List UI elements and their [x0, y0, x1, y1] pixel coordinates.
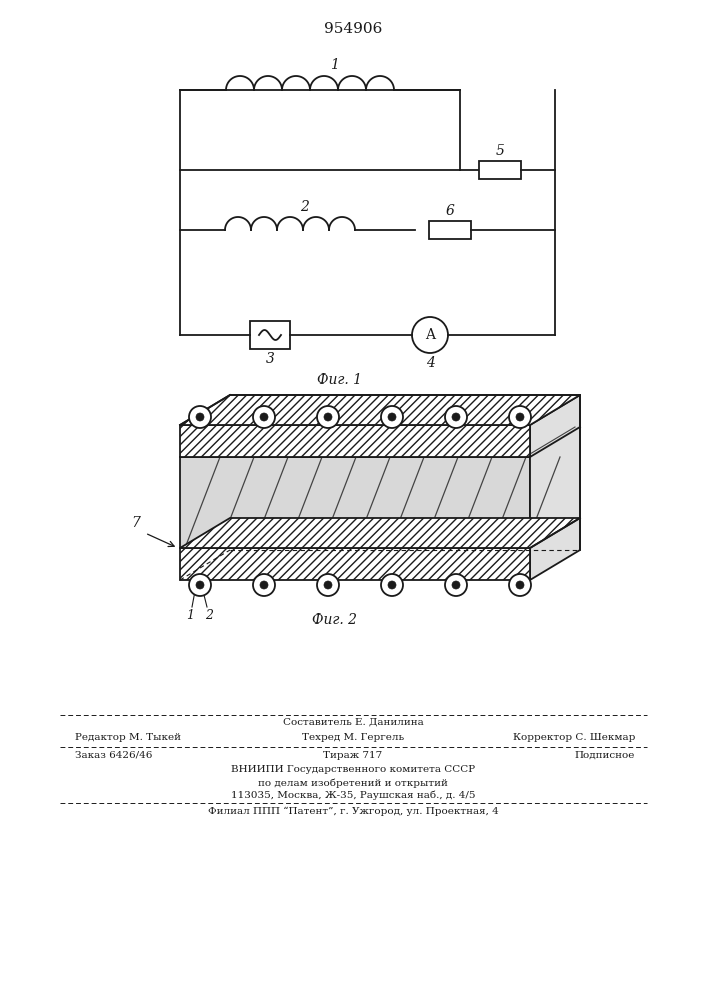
Polygon shape [530, 395, 580, 580]
Circle shape [253, 406, 275, 428]
Circle shape [509, 406, 531, 428]
Circle shape [260, 581, 268, 589]
Text: A: A [425, 328, 435, 342]
Text: 113035, Москва, Ж-35, Раушская наб., д. 4/5: 113035, Москва, Ж-35, Раушская наб., д. … [230, 791, 475, 800]
Text: 3: 3 [266, 352, 274, 366]
Circle shape [317, 406, 339, 428]
Circle shape [381, 574, 403, 596]
Circle shape [324, 581, 332, 589]
Text: Филиал ППП “Патент”, г. Ужгород, ул. Проектная, 4: Филиал ППП “Патент”, г. Ужгород, ул. Про… [208, 807, 498, 816]
Text: 954906: 954906 [324, 22, 382, 36]
Text: по делам изобретений и открытий: по делам изобретений и открытий [258, 778, 448, 788]
Polygon shape [180, 425, 530, 457]
Text: ВНИИПИ Государственного комитета СССР: ВНИИПИ Государственного комитета СССР [231, 765, 475, 774]
Polygon shape [180, 518, 580, 548]
Text: Редактор М. Тыкей: Редактор М. Тыкей [75, 733, 181, 742]
Circle shape [452, 581, 460, 589]
Circle shape [388, 581, 396, 589]
Text: Тираж 717: Тираж 717 [323, 751, 382, 760]
Text: Фиг. 2: Фиг. 2 [312, 613, 358, 627]
Circle shape [388, 413, 396, 421]
Polygon shape [180, 457, 530, 548]
Text: Подписное: Подписное [575, 751, 635, 760]
Circle shape [412, 317, 448, 353]
Circle shape [189, 574, 211, 596]
Circle shape [260, 413, 268, 421]
Circle shape [196, 581, 204, 589]
Circle shape [324, 413, 332, 421]
Text: 1: 1 [330, 58, 339, 72]
Polygon shape [180, 427, 580, 457]
Bar [479, 161, 521, 179]
Text: Составитель Е. Данилина: Составитель Е. Данилина [283, 718, 423, 727]
Circle shape [189, 406, 211, 428]
Polygon shape [180, 548, 530, 580]
Circle shape [445, 574, 467, 596]
Circle shape [317, 574, 339, 596]
Text: 2: 2 [205, 609, 213, 622]
Circle shape [445, 406, 467, 428]
Text: 7: 7 [131, 516, 140, 530]
Circle shape [516, 581, 524, 589]
Circle shape [452, 413, 460, 421]
Text: 1: 1 [186, 609, 194, 622]
Text: 6: 6 [445, 204, 455, 218]
Circle shape [516, 413, 524, 421]
Text: Корректор С. Шекмар: Корректор С. Шекмар [513, 733, 635, 742]
Bar [250, 321, 290, 349]
Circle shape [509, 574, 531, 596]
Text: Фиг. 1: Фиг. 1 [317, 373, 363, 387]
Circle shape [196, 413, 204, 421]
Circle shape [253, 574, 275, 596]
Text: 5: 5 [496, 144, 504, 158]
Text: Техред М. Гергель: Техред М. Гергель [302, 733, 404, 742]
Text: 2: 2 [300, 200, 309, 214]
Text: 4: 4 [426, 356, 434, 370]
Bar [429, 221, 471, 239]
Text: Заказ 6426/46: Заказ 6426/46 [75, 751, 153, 760]
Circle shape [381, 406, 403, 428]
Polygon shape [180, 395, 580, 425]
